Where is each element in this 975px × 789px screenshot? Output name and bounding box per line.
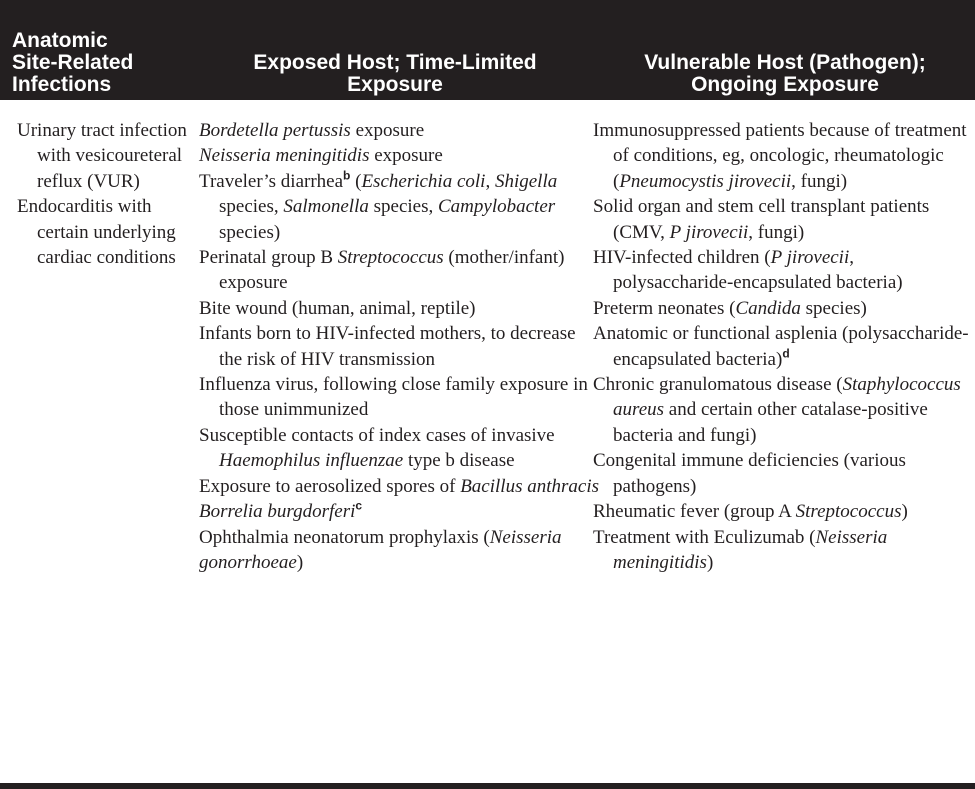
list-item: Susceptible contacts of index cases of i… <box>199 423 599 474</box>
vulnerable-host-column: Immunosuppressed patients because of tre… <box>593 118 973 575</box>
text-run: HIV-infected children ( <box>593 247 771 269</box>
text-run: ( <box>350 170 362 192</box>
text-run: Treatment with Eculizumab ( <box>593 526 816 548</box>
list-item: Ophthalmia neonatorum prophylaxis (Neiss… <box>199 525 599 576</box>
organism-name: Bacillus anthracis <box>460 475 599 497</box>
text-run: Infants born to HIV-infected mothers, to… <box>199 323 576 370</box>
list-item: HIV-infected children (P jirovecii, poly… <box>593 245 973 296</box>
text-run: Ophthalmia neonatorum prophylaxis ( <box>199 526 490 548</box>
text-run: ) <box>706 551 714 573</box>
text-run: Solid organ and stem cell transplant pat… <box>593 196 930 243</box>
list-item: Solid organ and stem cell transplant pat… <box>593 194 973 245</box>
text-run: Preterm neonates ( <box>593 297 736 319</box>
list-item: Bordetella pertussis exposure <box>199 118 599 143</box>
text-run: species, <box>219 196 284 218</box>
header-vulnerable-host: Vulnerable Host (Pathogen); Ongoing Expo… <box>600 52 970 96</box>
text-run: species, <box>368 196 438 218</box>
organism-name: Candida <box>735 297 801 319</box>
organism-name: Campylobacter <box>438 196 556 218</box>
footnote-marker: d <box>782 346 790 361</box>
text-run: type b disease <box>403 450 515 472</box>
header-line: Site-Related <box>12 51 134 74</box>
organism-name: Salmonella <box>283 196 369 218</box>
organism-name: Borrelia burgdorferi <box>199 501 356 523</box>
list-item: Treatment with Eculizumab (Neisseria men… <box>593 525 973 576</box>
text-run: Exposure to aerosolized spores of <box>199 475 461 497</box>
organism-name: Neisseria meningitidis <box>199 145 370 167</box>
header-exposed-host: Exposed Host; Time-Limited Exposure <box>198 52 592 96</box>
text-run: ) <box>296 551 304 573</box>
text-run: Chronic granulomatous disease ( <box>593 374 843 396</box>
text-run: and certain other catalase-positive bact… <box>613 399 928 446</box>
list-item: Borrelia burgdorferic <box>199 499 599 524</box>
text-run: Perinatal group B <box>199 247 338 269</box>
exposed-host-column: Bordetella pertussis exposure Neisseria m… <box>199 118 599 575</box>
text-run: , fungi) <box>748 221 805 243</box>
text-run: Immunosuppressed patients because of tre… <box>593 120 967 192</box>
text-run: exposure <box>369 145 443 167</box>
footnote-marker: b <box>343 168 351 183</box>
text-run: Anatomic or functional asplenia (polysac… <box>593 323 969 370</box>
organism-name: Streptococcus <box>795 501 902 523</box>
list-item: Perinatal group B Streptococcus (mother/… <box>199 245 599 296</box>
organism-name: Haemophilus influenzae <box>219 450 404 472</box>
text-run: Congenital immune deficiencies (various … <box>593 450 906 497</box>
header-line: Infections <box>12 73 112 96</box>
organism-name: Streptococcus <box>337 247 444 269</box>
list-item: Immunosuppressed patients because of tre… <box>593 118 973 194</box>
list-item: Infants born to HIV-infected mothers, to… <box>199 321 599 372</box>
text-run: (mother/infant) exposure <box>219 247 565 294</box>
list-item: Rheumatic fever (group A Streptococcus) <box>593 499 973 524</box>
header-line: Exposure <box>347 73 443 96</box>
text-run: Rheumatic fever (group A <box>593 501 796 523</box>
header-line: Anatomic <box>12 29 108 52</box>
list-item: Preterm neonates (Candida species) <box>593 296 973 321</box>
list-item: Endocarditis with certain underlying car… <box>17 196 176 269</box>
list-item: Neisseria meningitidis exposure <box>199 143 599 168</box>
list-item: Traveler’s diarrheab (Escherichia coli, … <box>199 169 599 245</box>
table-header: Anatomic Site-Related Infections Exposed… <box>0 0 975 100</box>
text-run: species) <box>219 221 281 243</box>
organism-name: Neisseria gonorrhoeae <box>199 526 562 573</box>
header-anatomic-site: Anatomic Site-Related Infections <box>12 30 192 96</box>
text-run: species) <box>800 297 867 319</box>
text-run: , polysaccharide-encapsulated bacteria) <box>613 247 903 294</box>
header-line: Exposed Host; Time-Limited <box>253 51 537 74</box>
text-run: ) <box>901 501 908 523</box>
list-item: Urinary tract infection with vesicourete… <box>17 120 187 192</box>
header-line: Ongoing Exposure <box>691 73 879 96</box>
organism-name: Neisseria meningitidis <box>613 526 888 573</box>
text-run: , <box>485 170 495 192</box>
text-run: Bite wound (human, animal, reptile) <box>199 297 476 319</box>
text-run: Traveler’s diarrhea <box>199 170 344 192</box>
text-run: Susceptible contacts of index cases of i… <box>199 424 555 446</box>
organism-name: Bordetella pertussis <box>199 120 351 141</box>
anatomic-site-column: Urinary tract infection with vesicourete… <box>17 118 197 270</box>
organism-name: Shigella <box>494 170 558 192</box>
header-line: Vulnerable Host (Pathogen); <box>644 51 926 74</box>
organism-name: P jirovecii <box>669 221 749 243</box>
list-item: Exposure to aerosolized spores of Bacill… <box>199 474 599 499</box>
organism-name: P jirovecii <box>770 247 850 269</box>
text-run: exposure <box>350 120 425 141</box>
list-item: Chronic granulomatous disease (Staphyloc… <box>593 372 973 448</box>
bottom-rule <box>0 783 975 789</box>
list-item: Influenza virus, following close family … <box>199 372 599 423</box>
list-item: Congenital immune deficiencies (various … <box>593 448 973 499</box>
organism-name: Pneumocystis jirovecii <box>619 170 792 192</box>
organism-name: Staphylococcus aureus <box>613 374 961 421</box>
list-item: Anatomic or functional asplenia (polysac… <box>593 321 973 372</box>
text-run: Influenza virus, following close family … <box>199 374 588 421</box>
organism-name: Escherichia coli <box>361 170 486 192</box>
text-run: , fungi) <box>791 170 848 192</box>
list-item: Bite wound (human, animal, reptile) <box>199 296 599 321</box>
footnote-marker: c <box>355 498 363 513</box>
